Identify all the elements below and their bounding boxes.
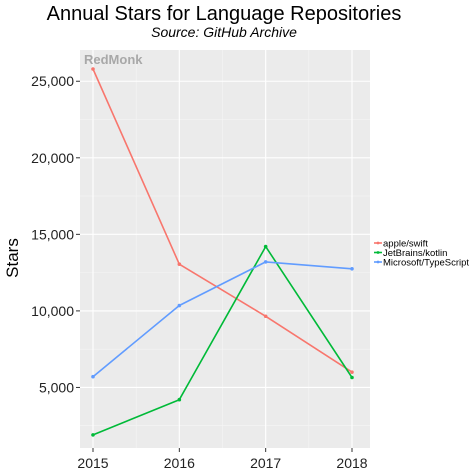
data-point — [91, 374, 95, 379]
data-point — [263, 314, 268, 319]
x-tick-label: 2015 — [77, 455, 108, 471]
chart-subtitle: Source: GitHub Archive — [151, 24, 297, 40]
x-tick-label: 2016 — [164, 455, 195, 471]
data-point — [91, 67, 95, 71]
legend-key-point — [376, 260, 380, 264]
series-lines — [91, 67, 354, 437]
data-point — [177, 397, 182, 402]
y-tick-label: 10,000 — [31, 303, 74, 319]
legend-label: apple/swift — [383, 239, 428, 250]
grid-lines — [80, 50, 370, 448]
legend-key-point — [376, 241, 380, 245]
series-line-jetbrains-kotlin — [92, 245, 353, 436]
data-point — [263, 244, 268, 249]
series-line-apple-swift — [92, 68, 353, 373]
legend-label: JetBrains/kotlin — [383, 248, 447, 259]
data-point — [177, 303, 182, 308]
y-axis-ticks: 5,000 10,000 15,000 20,000 25,000 — [31, 73, 80, 395]
data-point — [263, 260, 268, 264]
y-tick-label: 15,000 — [31, 226, 74, 242]
data-point — [350, 266, 354, 271]
redmonk-watermark: RedMonk — [84, 52, 143, 67]
data-point — [350, 375, 354, 380]
legend-label: Microsoft/TypeScript — [383, 258, 469, 269]
x-tick-label: 2017 — [250, 455, 281, 471]
data-point — [177, 262, 182, 267]
legend-key-point — [376, 251, 380, 254]
chart-title: Annual Stars for Language Repositories — [47, 3, 402, 25]
x-axis-ticks: 2015 2016 2017 2018 — [77, 448, 368, 471]
y-tick-label: 5,000 — [39, 379, 74, 395]
series-line-microsoft-typescript — [92, 261, 353, 378]
x-tick-label: 2018 — [336, 455, 367, 471]
y-tick-label: 25,000 — [31, 73, 74, 89]
plot-panel — [80, 50, 370, 448]
legend: apple/swiftJetBrains/kotlinMicrosoft/Typ… — [374, 239, 469, 269]
data-point — [350, 370, 354, 374]
data-point — [91, 433, 95, 437]
y-axis-label: Stars — [3, 238, 22, 278]
y-tick-label: 20,000 — [31, 150, 74, 166]
